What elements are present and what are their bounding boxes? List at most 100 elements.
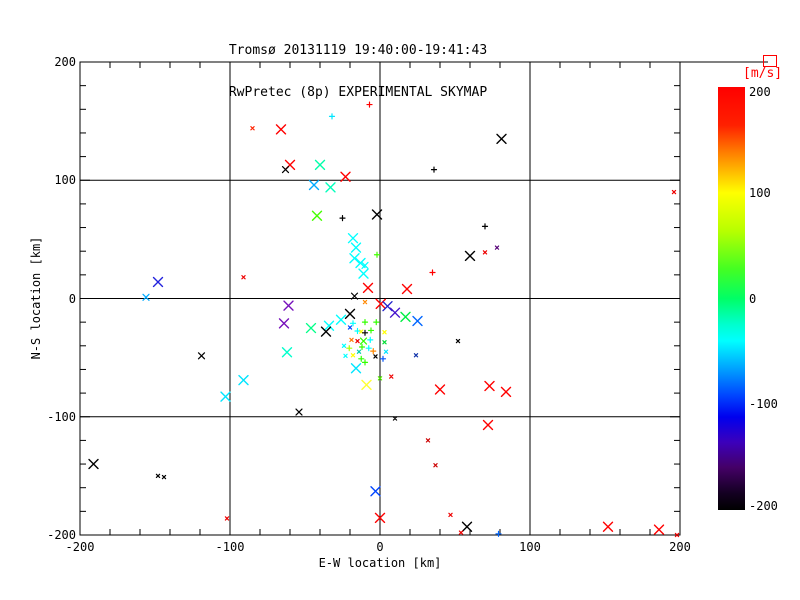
data-point-marker	[356, 349, 362, 354]
colorbar-corner-box	[763, 55, 777, 67]
colorbar-tick-label: 100	[749, 185, 771, 200]
data-point-marker	[335, 314, 347, 325]
data-point-marker	[495, 530, 502, 537]
data-point-marker	[238, 374, 249, 386]
data-point-marker	[341, 343, 347, 348]
data-point-marker	[374, 512, 386, 524]
x-tick-label: -100	[215, 540, 245, 554]
data-point-marker	[275, 124, 287, 135]
x-tick-label: 200	[669, 540, 691, 554]
data-point-marker	[429, 269, 436, 276]
data-point-marker	[382, 340, 387, 345]
x-tick-label: -200	[65, 540, 95, 554]
data-point-marker	[305, 322, 317, 334]
data-point-marker	[389, 374, 394, 379]
data-point-marker	[382, 330, 387, 335]
data-point-marker	[328, 113, 336, 120]
data-point-marker	[482, 250, 488, 255]
data-point-marker	[361, 319, 369, 326]
colorbar-tick-label: 0	[749, 291, 757, 306]
data-point-marker	[152, 276, 164, 288]
data-point-marker	[425, 438, 431, 443]
data-point-marker	[241, 275, 246, 280]
data-point-marker	[494, 245, 500, 250]
data-point-marker	[361, 329, 369, 336]
data-point-marker	[458, 530, 464, 535]
data-point-marker	[88, 458, 99, 470]
data-point-marker	[340, 171, 351, 182]
data-point-marker	[161, 474, 167, 480]
data-point-marker	[362, 282, 374, 294]
data-point-marker	[400, 311, 411, 323]
data-point-marker	[281, 347, 293, 358]
data-point-marker	[311, 210, 323, 221]
data-point-marker	[320, 326, 332, 337]
data-point-marker	[461, 521, 473, 532]
data-point-marker	[358, 343, 366, 351]
data-point-marker	[278, 318, 290, 329]
data-point-marker	[500, 386, 512, 398]
data-point-marker	[325, 182, 336, 193]
data-point-marker	[344, 308, 356, 320]
data-point-marker	[434, 384, 446, 395]
data-point-marker	[430, 166, 438, 173]
data-point-marker	[377, 376, 383, 381]
y-tick-label: -200	[47, 528, 76, 542]
data-point-marker	[197, 352, 206, 360]
colorbar-tick-label: -200	[749, 499, 778, 513]
data-point-marker	[350, 242, 362, 253]
data-point-marker	[653, 524, 665, 535]
data-point-marker	[448, 512, 453, 518]
data-point-marker	[281, 166, 290, 174]
data-point-marker	[481, 223, 489, 230]
data-point-marker	[671, 189, 677, 195]
data-point-marker	[379, 355, 387, 362]
y-tick-label: 0	[68, 291, 76, 306]
y-tick-label: 200	[54, 55, 76, 69]
data-point-marker	[295, 408, 303, 416]
data-point-marker	[602, 521, 614, 532]
data-point-marker	[355, 338, 360, 344]
data-point-marker	[367, 336, 374, 343]
colorbar-tick-label: -100	[749, 397, 778, 412]
y-tick-label: 100	[54, 173, 76, 188]
plot-subtitle: RwPretec (8p) EXPERIMENTAL SKYMAP	[228, 85, 488, 100]
data-point-marker	[220, 391, 231, 402]
data-point-marker	[674, 532, 680, 538]
data-point-marker	[370, 486, 381, 497]
data-point-marker	[382, 300, 393, 312]
data-point-marker	[308, 179, 320, 191]
data-point-marker	[349, 337, 354, 343]
data-point-marker	[373, 354, 378, 359]
colorbar	[718, 87, 745, 510]
data-point-marker	[367, 327, 375, 334]
data-point-marker	[314, 159, 326, 171]
data-point-marker	[358, 268, 369, 279]
data-point-marker	[323, 320, 335, 331]
data-point-marker	[349, 253, 360, 264]
data-point-marker	[371, 209, 383, 220]
data-point-marker	[484, 380, 495, 392]
data-point-marker	[155, 473, 161, 479]
data-point-marker	[359, 337, 368, 345]
data-point-marker	[482, 419, 494, 431]
x-tick-label: 0	[376, 540, 384, 554]
data-point-marker	[392, 416, 398, 421]
data-point-marker	[339, 214, 346, 222]
plot-title-block: Tromsø 20131119 19:40:00-19:41:43 RwPret…	[0, 16, 716, 128]
data-point-marker	[455, 338, 461, 344]
data-point-marker	[346, 345, 353, 352]
data-point-marker	[464, 250, 476, 262]
data-point-marker	[224, 516, 230, 521]
data-point-marker	[433, 463, 438, 468]
data-point-marker	[362, 299, 368, 305]
plot-title: Tromsø 20131119 19:40:00-19:41:43	[228, 43, 488, 58]
data-point-marker	[142, 293, 150, 301]
x-tick-label: 100	[519, 540, 541, 554]
y-tick-label: -100	[47, 409, 76, 424]
data-point-marker	[496, 133, 507, 145]
data-point-marker	[412, 315, 423, 327]
data-point-marker	[373, 319, 380, 326]
